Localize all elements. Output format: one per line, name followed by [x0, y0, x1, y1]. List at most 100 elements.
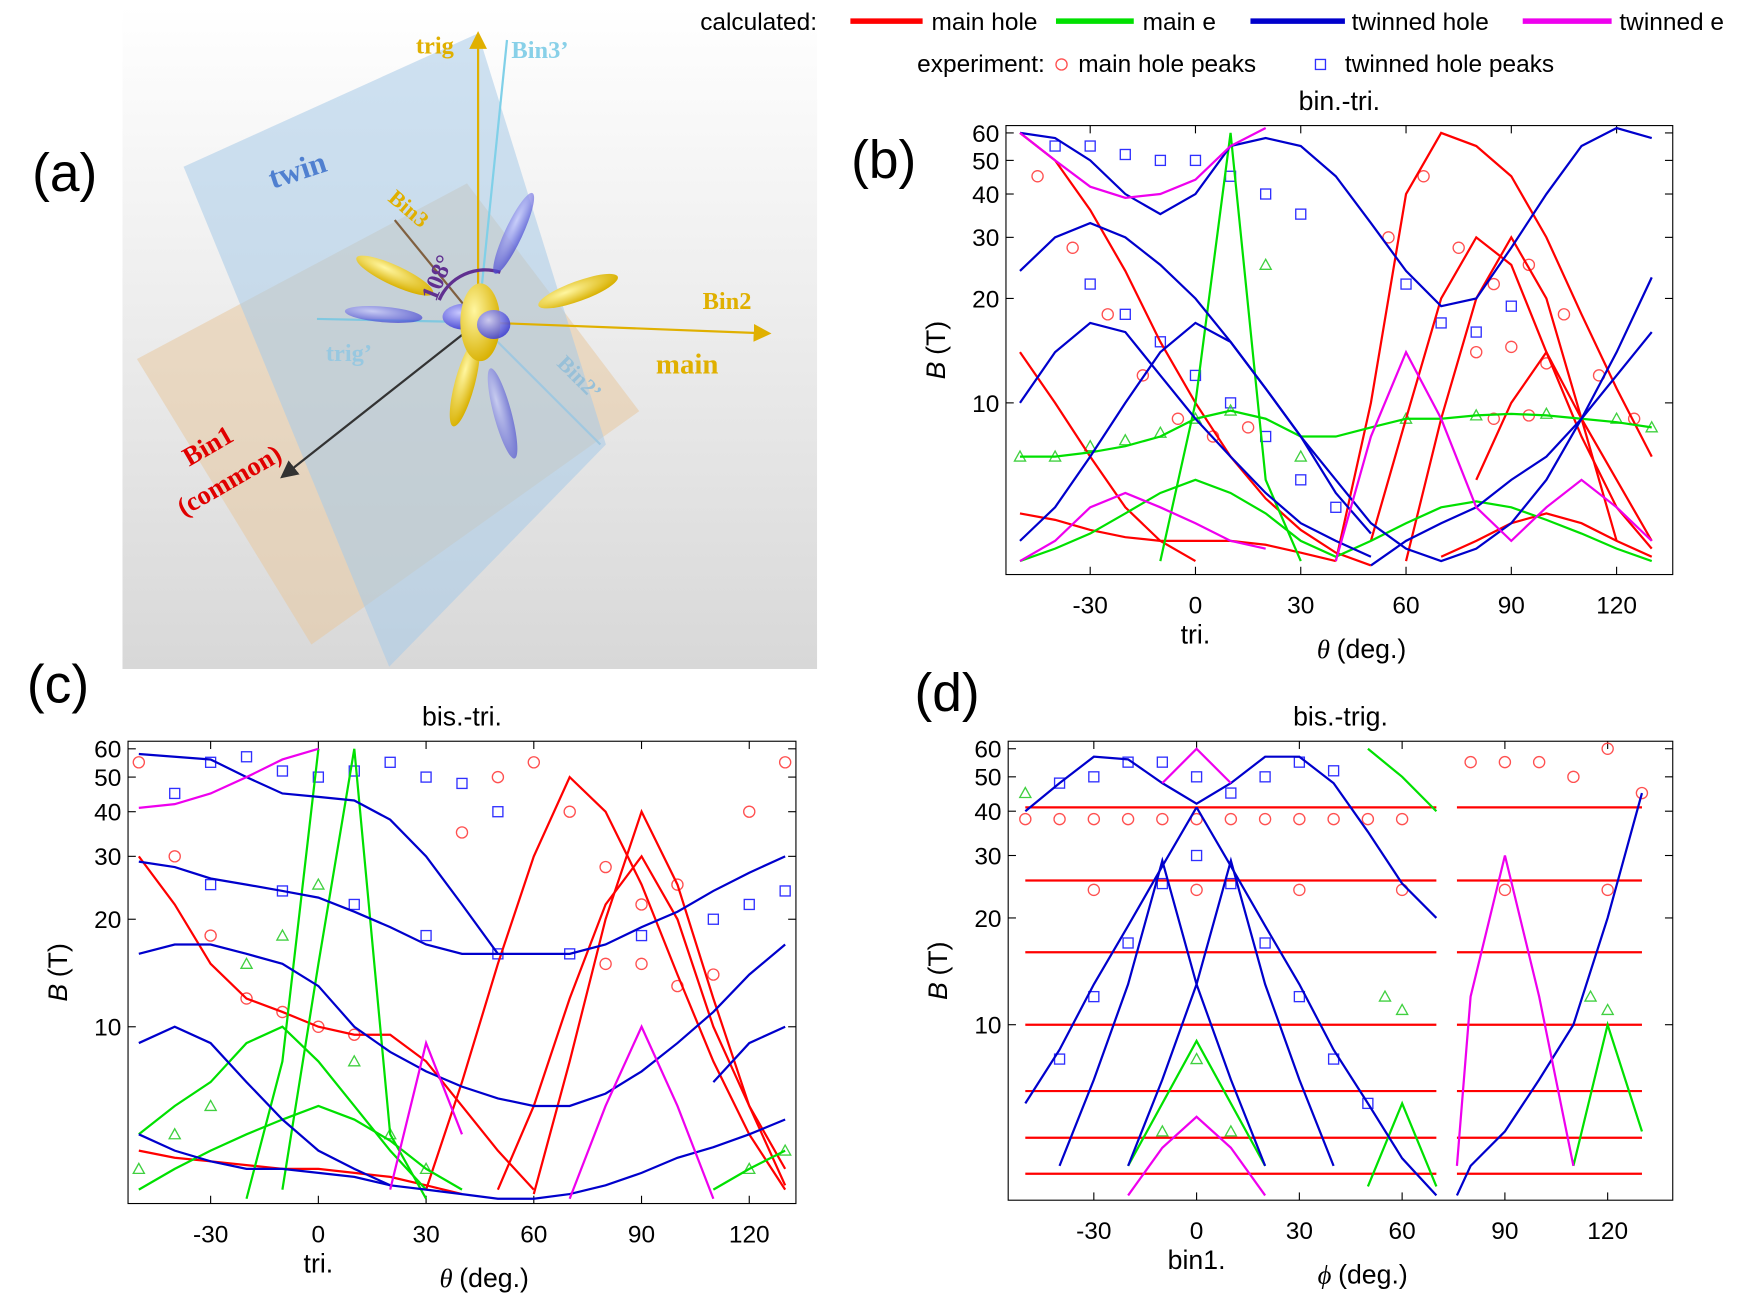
curve: [138, 1118, 786, 1200]
data-point: [1259, 771, 1271, 783]
x-annotation: bin1.: [1168, 1245, 1226, 1275]
legend-heading: calculated:: [700, 9, 817, 36]
data-point: [169, 787, 181, 800]
axis-label: trig: [416, 32, 454, 59]
y-tick-label: 50: [972, 148, 999, 175]
hole-pocket: [476, 310, 511, 339]
data-point: [384, 756, 396, 768]
x-tick-label: 60: [520, 1221, 547, 1248]
data-point: [1155, 1124, 1170, 1137]
curve: [532, 808, 787, 1195]
y-axis-label: B (T): [43, 943, 73, 1001]
panel-label: (a): [32, 144, 97, 203]
data-point: [1293, 812, 1306, 826]
y-tick-label: 20: [94, 907, 121, 934]
x-tick-label: 30: [412, 1221, 439, 1248]
data-point: [1600, 1003, 1615, 1016]
curve: [281, 748, 428, 1200]
data-point: [1532, 755, 1546, 769]
data-point: [1053, 812, 1066, 826]
data-point: [1019, 812, 1032, 826]
data-point: [779, 885, 791, 897]
x-tick-label: 120: [1587, 1218, 1628, 1245]
legend-heading: experiment:: [917, 51, 1045, 78]
pocket: [449, 340, 480, 427]
y-tick-label: 50: [94, 765, 121, 792]
data-point: [1258, 812, 1272, 826]
angle-arc: [437, 268, 501, 301]
axis-label: Bin3’: [511, 37, 568, 64]
x-tick-label: 90: [628, 1221, 655, 1248]
y-tick-label: 20: [972, 286, 999, 313]
x-axis-symbol: θ: [440, 1263, 453, 1293]
curve: [1195, 806, 1438, 1197]
curve: [1019, 221, 1653, 563]
data-point: [1122, 937, 1134, 949]
y-axis-unit: (T): [923, 941, 953, 975]
data-point: [1362, 1097, 1374, 1110]
curve: [1024, 806, 1198, 1105]
y-tick-label: 60: [974, 737, 1001, 764]
data-point: [239, 956, 254, 969]
curve: [425, 775, 787, 1191]
data-point: [1417, 170, 1430, 183]
data-point: [1087, 812, 1101, 826]
pocket: [356, 255, 434, 296]
plane-label: main: [656, 348, 719, 380]
curve: [1019, 491, 1266, 563]
data-point: [132, 1161, 146, 1175]
curve: [1334, 349, 1653, 562]
pocket: [487, 368, 518, 459]
panel-a: (a) trig Bin3’ twin Bin3 108° Bin2 trig’…: [32, 5, 818, 670]
data-point: [1498, 883, 1512, 897]
curve: [1455, 792, 1644, 1196]
data-point: [1382, 231, 1395, 244]
data-point: [419, 1161, 433, 1175]
data-point: [635, 957, 648, 971]
data-point: [1295, 474, 1307, 486]
legend-label: main e: [1143, 9, 1216, 36]
twin-plane: [183, 33, 606, 667]
data-point: [1635, 786, 1649, 800]
data-point: [1083, 439, 1097, 452]
data-point: [347, 1054, 361, 1067]
data-point: [1293, 883, 1306, 897]
chart-title: bis.-tri.: [422, 702, 502, 732]
y-tick-label: 30: [972, 225, 999, 252]
data-point: [312, 1020, 325, 1033]
curve: [568, 1024, 715, 1200]
data-point: [1259, 937, 1271, 949]
data-point: [635, 929, 648, 942]
data-point: [1258, 257, 1273, 270]
y-axis-unit: (T): [921, 321, 951, 355]
data-point: [1224, 397, 1237, 409]
curve: [138, 752, 499, 955]
data-point: [1567, 770, 1580, 784]
y-axis-symbol: B: [923, 982, 953, 1000]
data-point: [348, 898, 360, 911]
data-point: [383, 1127, 397, 1140]
data-point: [1327, 812, 1340, 826]
x-axis-unit: (deg.): [1338, 1260, 1408, 1290]
data-point: [1327, 765, 1340, 777]
y-tick-label: 40: [972, 182, 999, 209]
curve: [138, 747, 319, 810]
data-point: [1121, 812, 1135, 826]
curve: [1572, 1020, 1644, 1167]
curve: [138, 1025, 786, 1191]
curve: [496, 854, 787, 1191]
data-point: [312, 771, 325, 783]
x-tick-label: 0: [1190, 1218, 1204, 1245]
y-tick-label: 60: [972, 121, 999, 148]
bin2-axis: [478, 321, 772, 342]
data-point: [1241, 421, 1255, 434]
data-point: [778, 756, 792, 769]
x-tick-label: -30: [1076, 1218, 1111, 1245]
data-point: [1601, 742, 1614, 755]
data-point: [204, 878, 217, 891]
data-point: [778, 1143, 792, 1156]
data-point: [1156, 756, 1169, 768]
data-point: [1378, 989, 1392, 1002]
x-axis-symbol: ϕ: [1318, 1260, 1332, 1290]
